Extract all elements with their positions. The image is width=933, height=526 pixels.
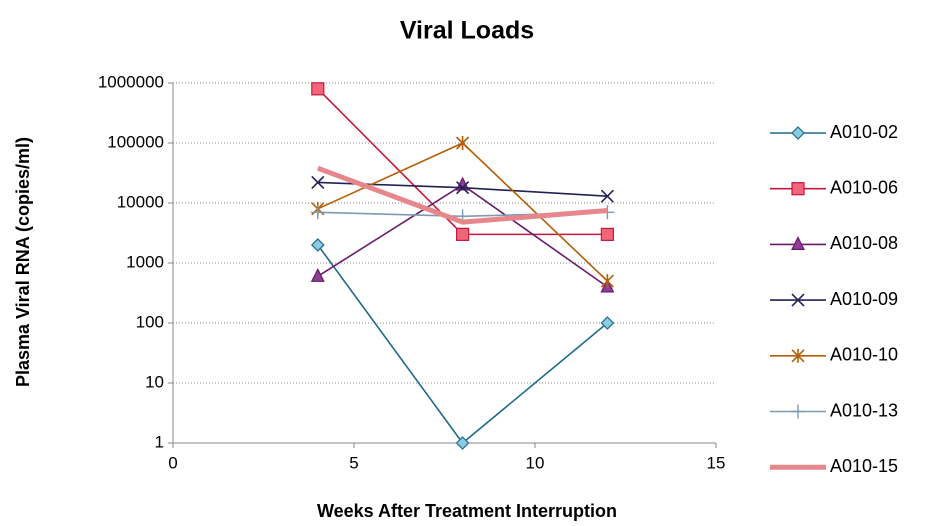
legend-label: A010-10 [830,345,898,365]
marker [310,267,325,282]
x-tick-label: 0 [168,453,177,472]
y-tick-label: 100 [136,312,164,331]
marker [456,181,470,195]
marker [600,316,615,330]
x-tick-label: 15 [707,453,726,472]
y-tick-label: 10 [145,372,164,391]
marker [311,82,325,96]
marker [456,136,470,150]
marker [791,126,805,140]
y-tick-label: 10000 [117,192,164,211]
marker [455,436,470,450]
marker [310,238,325,252]
y-tick-label: 1 [155,432,164,451]
chart-title: Viral Loads [400,17,534,45]
marker [791,293,805,307]
marker [310,205,325,220]
marker [456,227,470,241]
legend-label: A010-13 [830,400,898,420]
series [311,82,615,241]
marker [311,175,325,190]
marker [791,236,805,250]
series [316,165,608,225]
series-line [317,244,608,444]
y-axis-label: Plasma Viral RNA (copies/ml) [13,137,33,387]
series-line [316,165,608,225]
marker [600,227,615,241]
x-axis-label: Weeks After Treatment Interruption [317,501,617,521]
legend-label: A010-08 [830,233,898,253]
marker [600,189,614,203]
series [310,238,615,450]
marker [600,274,614,289]
y-tick-label: 100000 [107,132,164,151]
legend-label: A010-06 [830,177,898,197]
legend-label: A010-02 [830,122,898,142]
y-tick-label: 1000000 [98,72,164,91]
marker [791,182,805,196]
legend-label: A010-15 [830,456,898,476]
y-tick-label: 1000 [126,252,164,271]
x-tick-label: 10 [526,453,545,472]
x-tick-label: 5 [349,453,358,472]
marker [791,348,805,363]
legend-label: A010-09 [830,289,898,309]
marker [791,404,805,419]
